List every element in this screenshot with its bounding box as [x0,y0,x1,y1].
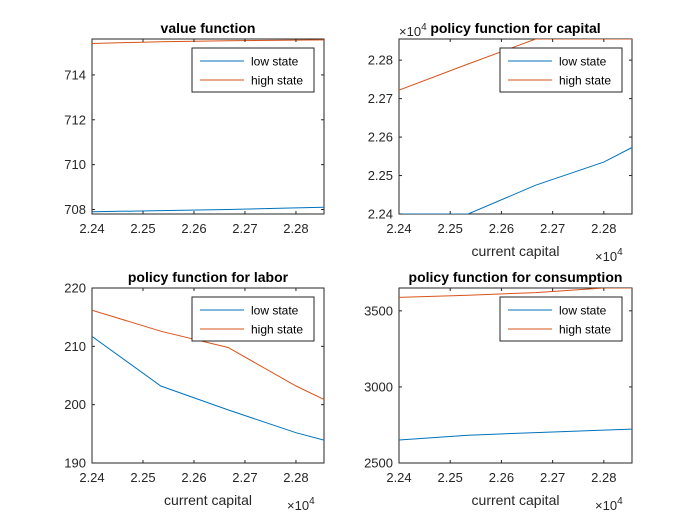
legend-label: high state [559,74,611,88]
chart-title: value function [161,20,256,36]
y-tick-label: 2.28 [368,53,393,68]
x-tick-label: 2.24 [386,221,411,236]
x-tick-label: 2.28 [591,221,616,236]
legend-box [499,47,623,93]
legend: low state high state [191,47,315,93]
series-line-high-state [92,39,324,44]
x-tick-label: 2.25 [438,221,463,236]
chart-title: policy function for labor [128,269,289,285]
legend: low state high state [499,296,623,342]
legend-label: low state [251,55,299,69]
legend: low state high state [499,47,623,93]
x-tick-label: 2.27 [540,221,565,236]
y-tick-label: 3000 [364,379,393,394]
series-line-high-state [92,309,324,400]
y-tick-label: 708 [64,202,86,217]
x-tick-label: 2.24 [79,221,104,236]
y-tick-label: 2.26 [368,130,393,145]
legend-label: high state [251,74,303,88]
x-tick-label: 2.27 [232,470,257,485]
x-tick-label: 2.28 [591,470,616,485]
y-tick-label: 2.27 [368,91,393,106]
x-tick-label: 2.26 [489,470,514,485]
chart-title: policy function for capital [430,20,600,36]
x-tick-label: 2.27 [232,221,257,236]
x-axis-exponent: ×104 [595,247,623,264]
subplot-1: 2.24 2.25 2.26 2.27 2.28 708 710 712 714 value fu… [64,20,325,236]
x-tick-label: 2.25 [438,470,463,485]
legend: low state high state [191,296,315,342]
subplot-2: 2.24 2.25 2.26 2.27 2.28 2.24 2.25 2.26 2.27 2.28… [368,20,633,264]
x-axis-label: current capital [472,492,560,508]
x-axis-label: current capital [164,492,252,508]
x-tick-label: 2.26 [181,221,206,236]
y-tick-label: 2.25 [368,168,393,183]
legend-label: low state [559,55,607,69]
legend-box [191,47,315,93]
y-tick-label: 200 [64,397,86,412]
legend-label: low state [559,304,607,318]
series-line-high-state [399,288,632,298]
x-tick-label: 2.25 [130,221,155,236]
y-tick-label: 220 [64,281,86,296]
x-axis-exponent: ×104 [287,496,315,513]
y-tick-label: 190 [64,456,86,471]
series-line-low-state [92,335,324,441]
x-tick-label: 2.28 [283,470,308,485]
legend-box [499,296,623,342]
series-line-low-state [399,147,632,214]
x-axis-exponent: ×104 [595,496,623,513]
x-tick-label: 2.24 [386,470,411,485]
x-tick-label: 2.27 [540,470,565,485]
legend-label: high state [559,323,611,337]
y-tick-label: 712 [64,112,86,127]
y-tick-label: 714 [64,67,86,82]
subplot-4: 2.24 2.25 2.26 2.27 2.28 2500 3000 3500 current … [364,269,633,513]
x-tick-label: 2.24 [79,470,104,485]
x-axis-label: current capital [472,243,560,259]
y-tick-label: 210 [64,339,86,354]
series-line-low-state [92,206,324,213]
subplot-3: 2.24 2.25 2.26 2.27 2.28 190 200 210 220 current … [64,269,325,513]
legend-label: high state [251,323,303,337]
x-tick-label: 2.26 [489,221,514,236]
y-tick-label: 3500 [364,303,393,318]
x-tick-label: 2.26 [181,470,206,485]
chart-title: policy function for consumption [409,269,623,285]
x-tick-label: 2.25 [130,470,155,485]
y-tick-label: 2500 [364,456,393,471]
legend-label: low state [251,304,299,318]
y-tick-label: 710 [64,157,86,172]
series-line-low-state [399,428,632,441]
y-axis-exponent: ×104 [399,22,427,39]
x-tick-label: 2.28 [283,221,308,236]
legend-box [191,296,315,342]
y-tick-label: 2.24 [368,207,393,222]
